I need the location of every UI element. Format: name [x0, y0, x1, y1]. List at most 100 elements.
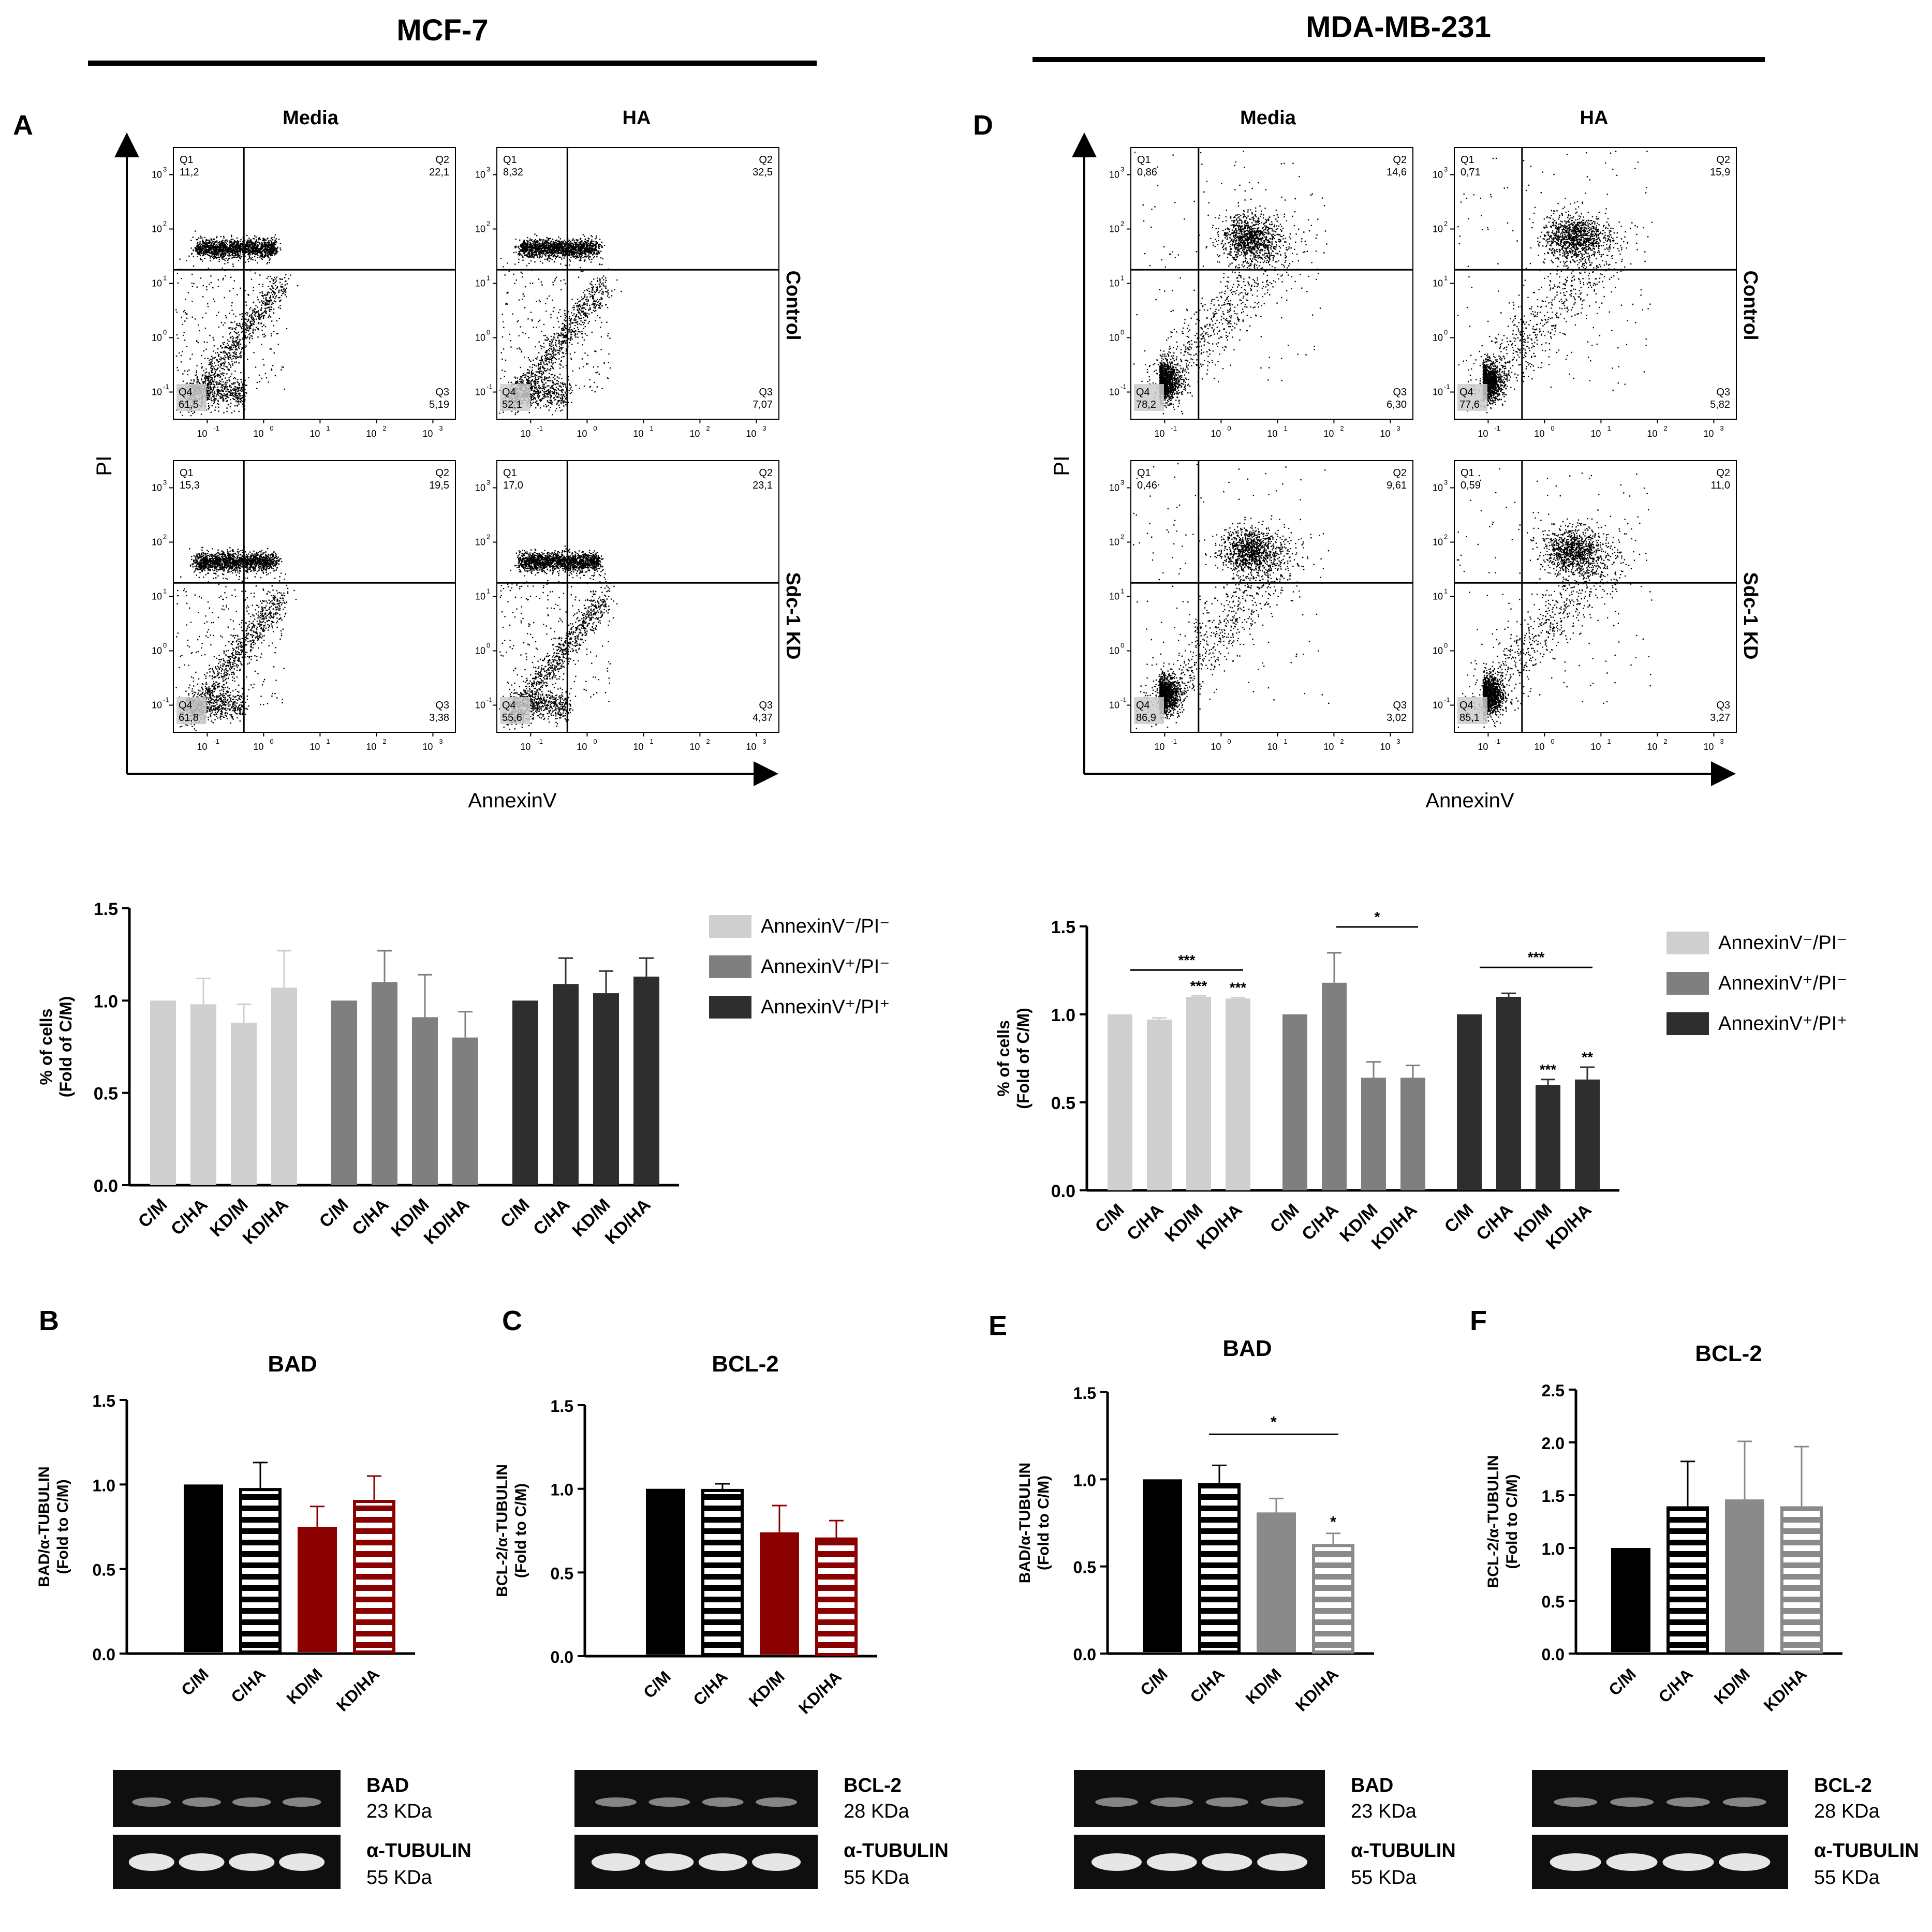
y-tick-label: 10 [1109, 278, 1119, 289]
x-tick-exponent: 3 [1396, 424, 1400, 432]
y-tick-label: 10 [1109, 646, 1119, 656]
x-tick-exponent: 0 [1227, 738, 1231, 745]
blot-band-target [648, 1797, 690, 1807]
error-bar-group [1737, 1440, 1752, 1500]
error-bar-group [1541, 1079, 1555, 1085]
q3-name: Q3 [435, 700, 449, 711]
blot-band-target [132, 1797, 171, 1807]
x-tick-label: 10 [1154, 429, 1164, 439]
blot-loading-kda: 55 KDa [1351, 1867, 1417, 1889]
y-axis-label-unit: (Fold of C/M) [56, 996, 75, 1097]
blot-band-loading [1202, 1853, 1252, 1871]
legend-label: AnnexinV⁻/PI⁻ [1718, 932, 1847, 954]
bar-C/M [184, 1484, 223, 1652]
x-tick-label: KD/M [283, 1664, 326, 1707]
x-tick-label: KD/HA [1760, 1664, 1810, 1715]
x-tick-exponent: 0 [270, 738, 273, 745]
legend-swatch [1666, 972, 1709, 995]
blot-loading-name: α-TUBULIN [1351, 1840, 1456, 1862]
bar-KD/M [1725, 1499, 1764, 1652]
y-tick-exponent: 2 [1444, 533, 1448, 541]
q4-label-box [176, 384, 207, 411]
legend-swatch [1666, 932, 1709, 954]
x-tick-label: C/M [316, 1195, 352, 1232]
q4-value: 55,6 [502, 712, 522, 724]
y-tick-exponent: 0 [163, 329, 167, 336]
bar-AnnexinV+/PI+-C/HA [553, 984, 579, 1185]
western-blots: BAD 23 KDa α-TUBULIN 55 KDa BCL-2 28 KDa α-TUB… [113, 1770, 1919, 1889]
q2-value: 22,1 [429, 167, 449, 178]
q2-name: Q2 [759, 154, 773, 166]
bar-AnnexinV-/PI--C/M [1108, 1014, 1132, 1190]
blot-band-loading [1550, 1853, 1601, 1871]
error-bar-group [1212, 1464, 1227, 1485]
y-tick-label: 10 [475, 224, 485, 234]
bar-AnnexinV+/PI+-C/HA [1496, 997, 1521, 1190]
header-mcf7: MCF-7 [396, 13, 488, 47]
y-tick-exponent: 2 [1120, 533, 1124, 541]
chart-title: BCL-2 [712, 1351, 779, 1377]
bar-AnnexinV-/PI--KD/HA [271, 987, 297, 1185]
flow-plot-frame [1130, 460, 1413, 733]
column-label-media: Media [1240, 107, 1296, 129]
x-tick-label: 10 [746, 429, 756, 439]
y-tick-exponent: 1 [163, 274, 167, 282]
x-tick-label: C/HA [167, 1195, 212, 1240]
flow-plot-frame [1454, 460, 1737, 733]
blot-band-target [1095, 1797, 1138, 1807]
blot-band-target [756, 1797, 798, 1807]
q1-value: 0,86 [1137, 167, 1157, 178]
error-bar-group [1269, 1497, 1284, 1513]
q4-label-box [500, 384, 530, 411]
bar-AnnexinV-/PI--C/HA [190, 1004, 216, 1185]
q3-value: 6,30 [1387, 399, 1407, 410]
x-tick-exponent: 3 [1720, 738, 1723, 745]
q3-name: Q3 [759, 387, 773, 398]
chart-title: BAD [1222, 1336, 1272, 1361]
y-tick-label: 10 [1433, 278, 1443, 289]
x-tick-label: C/M [497, 1195, 534, 1232]
q3-name: Q3 [1716, 700, 1730, 711]
q4-name: Q4 [502, 387, 516, 398]
blot-bad: BAD 23 KDa α-TUBULIN 55 KDa [113, 1770, 471, 1889]
x-tick-label: C/HA [1298, 1200, 1343, 1245]
blot-band-loading [229, 1853, 275, 1871]
y-tick-exponent: 0 [1444, 329, 1448, 336]
blot-band-loading [752, 1853, 801, 1871]
y-tick-exponent: -1 [486, 696, 493, 704]
y-tick-exponent: 3 [486, 479, 490, 486]
bar-AnnexinV+/PI--KD/M [1361, 1078, 1386, 1190]
y-tick-exponent: -1 [1444, 696, 1450, 704]
y-tick-label: 10 [152, 592, 162, 602]
blot-band-loading [1662, 1853, 1714, 1871]
y-tick-exponent: 0 [1120, 329, 1124, 336]
q2-name: Q2 [435, 467, 449, 479]
q1-name: Q1 [1137, 467, 1151, 479]
x-tick-exponent: 2 [382, 424, 386, 432]
flow-dots [1457, 151, 1653, 414]
panel-label-d: D [973, 110, 993, 141]
y-tick-label: 0.0 [94, 1176, 118, 1196]
y-tick-exponent: -1 [1444, 383, 1450, 391]
y-tick-label: 1.5 [1542, 1487, 1565, 1506]
y-tick-label: 10 [1109, 592, 1119, 602]
header-mda: MDA-MB-231 [1306, 10, 1491, 44]
q2-value: 11,0 [1711, 480, 1730, 491]
bar-AnnexinV+/PI+-KD/M [1536, 1085, 1560, 1190]
y-tick-exponent: 0 [163, 642, 167, 650]
x-tick-label: C/M [1605, 1664, 1640, 1699]
q1-value: 15,3 [180, 480, 200, 491]
error-bar-group [1191, 995, 1206, 997]
y-tick-label: 10 [152, 278, 162, 289]
y-axis-label: BAD/α-TUBULIN [36, 1466, 53, 1587]
significance-stars: * [1271, 1413, 1277, 1430]
q4-value: 86,9 [1136, 712, 1156, 724]
error-bar-group [1580, 1066, 1595, 1080]
x-tick-label: 10 [1534, 742, 1544, 752]
q2-name: Q2 [1393, 154, 1407, 166]
x-tick-label: 10 [689, 429, 700, 439]
panel-label-b: B [39, 1305, 59, 1336]
y-tick-exponent: 1 [1120, 274, 1124, 282]
x-tick-label: 10 [309, 429, 320, 439]
q4-name: Q4 [1136, 700, 1150, 711]
